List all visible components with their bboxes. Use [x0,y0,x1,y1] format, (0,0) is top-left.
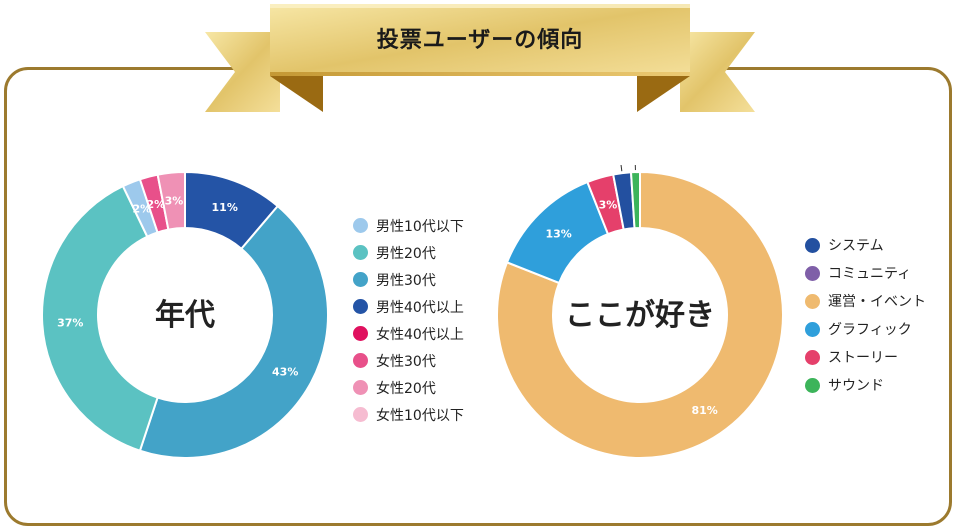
slice-label: 13% [546,228,572,241]
legend-dot [805,377,820,393]
legend-dot [805,265,820,281]
legend-item: 運営・イベント [805,287,926,315]
slice-label: 2% [146,198,165,211]
ribbon-left-tail [205,32,280,112]
legend-label: グラフィック [828,322,912,338]
legend-dot [805,237,820,253]
donut-slice [629,170,641,230]
legend-item: 男性10代以下 [353,212,464,239]
legend-dot [353,407,368,422]
legend-age: 男性10代以下 男性20代 男性30代 男性40代以上 女性40代以上 女性30… [353,212,464,428]
legend-dot [805,293,820,309]
legend-label: 運営・イベント [828,294,926,310]
slice-label: 37% [57,316,83,329]
legend-label: 女性30代 [376,353,436,370]
donut-chart-like: 81%13%3%2%1% [496,165,784,459]
legend-label: 女性40代以上 [376,326,464,343]
ribbon-right-fold [637,76,690,112]
legend-dot [353,353,368,368]
legend-label: 男性40代以上 [376,299,464,316]
legend-label: 男性10代以下 [376,218,464,235]
chart-title-age: 年代 [155,298,215,333]
legend-item: 女性30代 [353,347,464,374]
slice-label: 11% [212,201,238,214]
legend-item: 女性20代 [353,374,464,401]
slice-label: 81% [691,404,717,417]
donut-chart-age: 11%43%37%2%2% 3% [41,170,329,459]
ribbon-right-tail [680,32,755,112]
legend-dot [805,349,820,365]
legend-label: 男性30代 [376,272,436,289]
legend-label: コミュニティ [828,266,912,282]
legend-item: 女性10代以下 [353,401,464,428]
donut-slice [138,204,329,459]
legend-dot [353,380,368,395]
legend-item: システム [805,231,926,259]
legend-item: コミュニティ [805,259,926,287]
legend-label: ストーリー [828,350,898,366]
legend-label: 男性20代 [376,245,436,262]
title-ribbon [205,4,755,112]
ribbon-band [270,4,690,76]
leader-line [620,165,623,172]
legend-label: サウンド [828,378,884,394]
donut-slice [496,170,784,459]
legend-label: システム [828,238,884,254]
legend-item: 男性40代以上 [353,293,464,320]
legend-dot [353,272,368,287]
legend-item: 男性30代 [353,266,464,293]
legend-dot [353,299,368,314]
legend-item: 男性20代 [353,239,464,266]
page-title: 投票ユーザーの傾向 [376,28,584,53]
legend-label: 女性20代 [376,380,436,397]
slice-label: 2% [133,202,152,215]
legend-dot [353,326,368,341]
legend-item: サウンド [805,371,926,399]
legend-item: グラフィック [805,315,926,343]
chart-title-like: ここが好き [565,298,715,333]
donut-slice [41,184,159,452]
slice-label: 3% [165,195,184,208]
legend-item: 女性40代以上 [353,320,464,347]
legend-like: システム コミュニティ 運営・イベント グラフィック ストーリー サウンド [805,231,926,399]
donut-slice [156,170,186,231]
slice-label: 43% [272,365,298,378]
legend-dot [353,245,368,260]
ribbon-left-fold [270,76,323,112]
legend-label: 女性10代以下 [376,407,464,424]
slice-label: 3% [599,199,618,212]
legend-dot [353,218,368,233]
legend-dot [805,321,820,337]
legend-item: ストーリー [805,343,926,371]
